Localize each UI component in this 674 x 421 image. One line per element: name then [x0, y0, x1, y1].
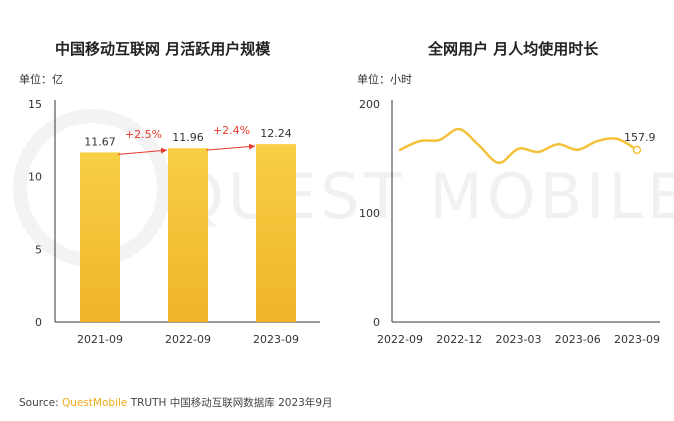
- mau-growth-label: +2.4%: [213, 124, 250, 137]
- mau-x-tick-label: 2023-09: [253, 333, 299, 346]
- source-label: Source:: [19, 397, 59, 409]
- usage-x-tick-label: 2022-09: [377, 333, 423, 346]
- mau-y-tick-label: 15: [28, 98, 42, 111]
- usage-x-tick-label: 2023-06: [555, 333, 601, 346]
- usage-chart-title: 全网用户 月人均使用时长: [428, 40, 599, 58]
- mau-bar: [80, 152, 120, 322]
- mau-chart-title: 中国移动互联网 月活跃用户规模: [55, 40, 271, 58]
- mau-y-tick-label: 10: [28, 171, 42, 184]
- mau-growth-arrow: [205, 143, 256, 151]
- usage-end-point: [632, 145, 642, 155]
- usage-x-tick-label: 2023-03: [496, 333, 542, 346]
- mau-value-label: 12.24: [260, 127, 292, 140]
- mau-bar: [256, 144, 296, 322]
- source-text: TRUTH 中国移动互联网数据库 2023年9月: [130, 397, 333, 409]
- mau-bar: [168, 148, 208, 322]
- mau-growth-label: +2.5%: [125, 128, 162, 141]
- mau-y-tick-label: 5: [35, 243, 42, 256]
- usage-y-tick-label: 200: [359, 98, 380, 111]
- usage-y-tick-label: 0: [373, 316, 380, 329]
- mau-unit-label: 单位：亿: [19, 73, 63, 86]
- usage-end-label: 157.9: [624, 131, 656, 144]
- mau-value-label: 11.96: [172, 131, 204, 144]
- mau-x-tick-label: 2022-09: [165, 333, 211, 346]
- source-line: Source: QuestMobile TRUTH 中国移动互联网数据库 202…: [19, 395, 333, 410]
- usage-series-line: [398, 127, 639, 165]
- source-brand: QuestMobile: [61, 397, 128, 409]
- usage-x-tick-label: 2022-12: [436, 333, 482, 346]
- usage-y-tick-label: 100: [359, 207, 380, 220]
- usage-x-tick-label: 2023-09: [614, 333, 660, 346]
- mau-value-label: 11.67: [84, 135, 116, 148]
- mau-x-tick-label: 2021-09: [77, 333, 123, 346]
- mau-growth-arrow: [117, 147, 168, 155]
- usage-unit-label: 单位：小时: [357, 73, 412, 86]
- mau-y-tick-label: 0: [35, 316, 42, 329]
